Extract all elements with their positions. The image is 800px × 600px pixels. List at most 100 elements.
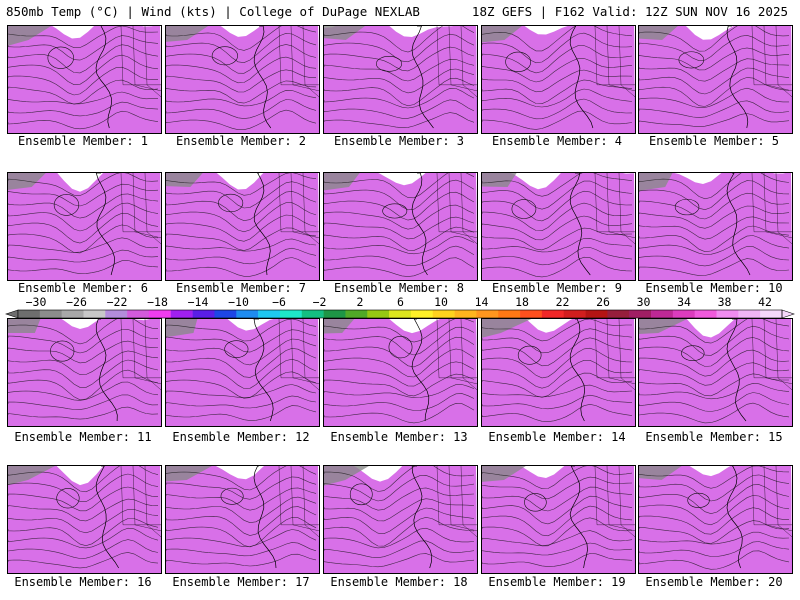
height-contour xyxy=(166,487,317,511)
cold-pool-patch xyxy=(482,26,522,43)
height-contour xyxy=(8,319,159,345)
temperature-field-map xyxy=(482,319,635,426)
colorbar-swatch xyxy=(301,310,324,318)
colorbar-swatch xyxy=(127,310,150,318)
height-contour xyxy=(639,192,790,220)
height-contour xyxy=(639,325,790,356)
low-pressure-contour xyxy=(211,46,238,66)
state-border xyxy=(751,466,792,526)
cold-pool-patch xyxy=(482,319,532,338)
ensemble-member-caption: Ensemble Member: 4 xyxy=(491,134,623,148)
ensemble-member-caption: Ensemble Member: 5 xyxy=(648,134,780,148)
height-contour xyxy=(8,183,159,207)
cold-pool-patch xyxy=(8,319,41,334)
height-contour xyxy=(166,329,317,353)
height-contour xyxy=(482,98,633,120)
height-contour xyxy=(166,247,317,265)
low-pressure-contour xyxy=(220,487,244,505)
height-contour xyxy=(482,328,633,354)
height-contour xyxy=(639,531,790,545)
height-contour xyxy=(639,34,790,62)
ensemble-member-caption: Ensemble Member: 14 xyxy=(488,430,626,444)
state-border xyxy=(278,466,319,526)
coastline xyxy=(569,319,586,422)
colorbar-swatch xyxy=(498,310,521,318)
height-contour xyxy=(8,237,159,253)
state-border xyxy=(448,466,477,532)
state-border xyxy=(436,26,477,86)
height-contour xyxy=(482,110,633,130)
state-border xyxy=(132,173,161,239)
colorbar-swatch xyxy=(476,310,499,318)
temperature-field-map xyxy=(166,466,319,573)
state-border xyxy=(763,466,792,532)
state-border xyxy=(775,173,792,245)
state-border xyxy=(751,173,792,233)
ensemble-member-caption: Ensemble Member: 17 xyxy=(172,575,310,589)
colorbar-swatch xyxy=(454,310,477,318)
height-contour xyxy=(324,402,475,424)
colorbar-tick-label: 26 xyxy=(596,295,610,309)
state-border xyxy=(290,173,319,239)
colorbar-border xyxy=(17,309,783,319)
height-contour xyxy=(166,405,317,421)
temperature-band xyxy=(639,466,792,573)
ensemble-panel-map xyxy=(481,25,636,134)
height-contour xyxy=(482,256,633,278)
height-contour xyxy=(482,486,633,512)
height-contour xyxy=(8,509,159,534)
height-contour xyxy=(8,518,159,547)
cold-pool-patch xyxy=(166,466,212,482)
state-border xyxy=(448,319,477,385)
colorbar-swatch xyxy=(389,310,412,318)
ensemble-member-caption: Ensemble Member: 13 xyxy=(330,430,468,444)
height-contour xyxy=(639,113,790,128)
ensemble-panel-map xyxy=(165,25,320,134)
colorbar-tick-label: −14 xyxy=(187,295,209,309)
temperature-field-map xyxy=(324,173,477,280)
height-contour xyxy=(482,466,633,490)
height-contour xyxy=(639,205,790,229)
ensemble-panel-map xyxy=(481,172,636,281)
ensemble-member-caption: Ensemble Member: 11 xyxy=(14,430,152,444)
coastline xyxy=(726,319,747,422)
coastline xyxy=(95,466,119,569)
colorbar-tick-label: 22 xyxy=(555,295,570,309)
ensemble-panel-map xyxy=(481,318,636,427)
height-contour xyxy=(482,384,633,398)
coastline xyxy=(411,466,433,569)
low-pressure-contour xyxy=(681,345,705,362)
height-contour xyxy=(166,384,317,399)
low-pressure-contour xyxy=(382,203,408,219)
temperature-field-map xyxy=(324,319,477,426)
temperature-field-map xyxy=(639,319,792,426)
colorbar-tick-label: −10 xyxy=(228,295,249,309)
low-pressure-contour xyxy=(517,345,542,365)
colorbar-swatch xyxy=(651,310,674,318)
height-contour xyxy=(166,506,317,536)
low-pressure-contour xyxy=(47,46,74,69)
state-border xyxy=(144,319,161,391)
state-border xyxy=(594,26,635,86)
height-contour xyxy=(324,245,475,266)
ensemble-panel-map xyxy=(7,25,162,134)
height-contour xyxy=(166,238,317,252)
height-contour xyxy=(166,44,317,74)
colorbar-swatch xyxy=(61,310,84,318)
coastline xyxy=(253,466,277,569)
height-contour xyxy=(324,384,475,399)
temperature-field-map xyxy=(8,466,161,573)
height-contour xyxy=(8,260,159,275)
ensemble-panel-map xyxy=(638,465,793,574)
temperature-band xyxy=(166,173,319,280)
height-contour xyxy=(166,99,317,119)
height-contour xyxy=(482,26,633,52)
state-border xyxy=(594,466,635,526)
cold-pool-patch xyxy=(166,173,203,187)
height-contour xyxy=(324,361,475,387)
colorbar-tick-label: 14 xyxy=(474,295,489,309)
colorbar-swatch xyxy=(192,310,215,318)
colorbar-swatch xyxy=(563,310,586,318)
ensemble-member-caption: Ensemble Member: 9 xyxy=(491,281,623,295)
colorbar-swatch xyxy=(279,310,303,318)
